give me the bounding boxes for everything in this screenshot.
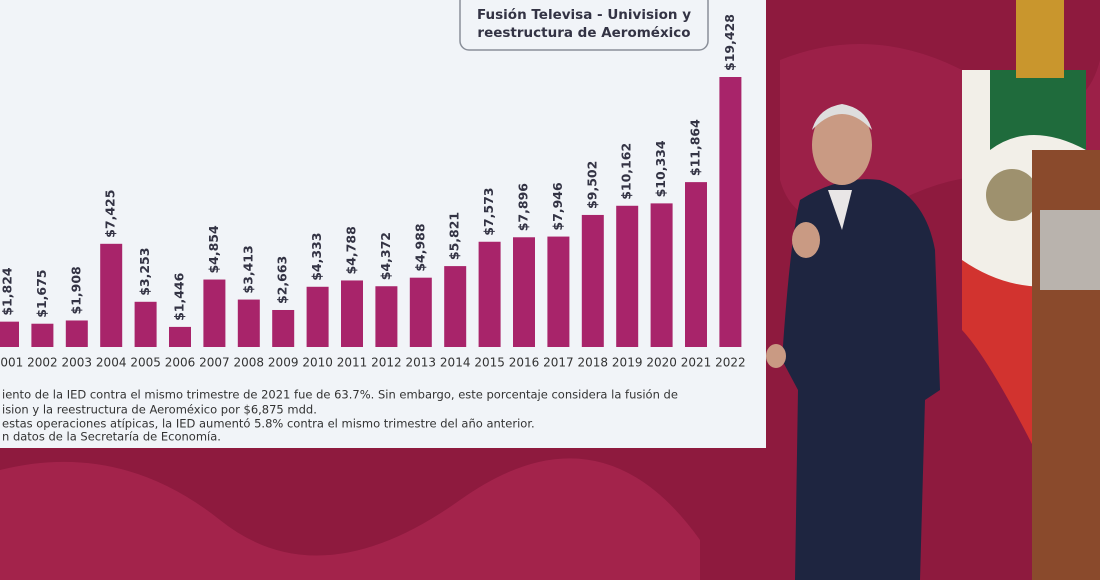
bar [169, 326, 191, 347]
value-label: $3,413 [240, 245, 255, 293]
value-label: $19,428 [722, 14, 737, 71]
value-label: $10,334 [653, 140, 668, 197]
note: ision y la reestructura de Aeroméxico po… [2, 403, 317, 417]
x-tick-label: 2003 [62, 356, 93, 370]
x-tick-label: 2010 [302, 356, 333, 370]
bar [616, 205, 639, 347]
x-tick-label: 2018 [578, 356, 609, 370]
x-tick-label: 2013 [406, 356, 437, 370]
value-label: $4,854 [206, 225, 221, 274]
bar [306, 286, 329, 347]
value-label: $4,988 [412, 223, 427, 271]
x-tick-label: 2002 [27, 356, 58, 370]
bar [203, 279, 226, 347]
value-label: $2,663 [275, 256, 290, 304]
value-label: $4,372 [378, 232, 393, 280]
value-label: $1,446 [172, 272, 187, 321]
value-label: $4,788 [344, 226, 359, 274]
x-tick-label: 2015 [474, 356, 505, 370]
x-tick-label: 2012 [371, 356, 402, 370]
annotation-box [459, 0, 709, 51]
x-tick-label: 2006 [165, 356, 196, 370]
person-shirt [828, 190, 852, 230]
value-label: $7,946 [550, 182, 565, 231]
bar [134, 301, 157, 347]
value-label: $11,864 [688, 119, 703, 176]
bar [0, 321, 19, 347]
bar [237, 299, 260, 347]
value-label: $1,908 [68, 266, 83, 314]
person-hand [792, 222, 820, 258]
value-label: $3,253 [137, 248, 152, 296]
value-label: $7,425 [103, 190, 118, 238]
note: estas operaciones atípicas, la IED aumen… [2, 417, 535, 431]
x-tick-label: 2007 [199, 356, 230, 370]
bar [272, 309, 295, 347]
bar [685, 182, 707, 347]
bar [547, 236, 570, 347]
x-tick-label: 2011 [337, 356, 368, 370]
flag-emblem [986, 169, 1038, 221]
x-tick-label: 2001 [0, 356, 23, 370]
bar [478, 241, 501, 347]
x-tick-label: 2005 [130, 356, 161, 370]
x-tick-label: 2009 [268, 356, 299, 370]
flag-green [990, 70, 1086, 150]
annotation: Fusión Televisa - Univision y [477, 7, 691, 23]
x-tick-label: 2014 [440, 356, 471, 370]
bar [100, 243, 123, 347]
x-tick-label: 2004 [96, 356, 127, 370]
bar [375, 286, 398, 347]
value-label: $1,824 [0, 267, 15, 316]
note: n datos de la Secretaría de Economía. [2, 430, 221, 444]
note: iento de la IED contra el mismo trimestr… [2, 388, 678, 402]
value-label: $4,333 [309, 233, 324, 281]
bar [650, 203, 673, 347]
bar [444, 266, 467, 347]
value-label: $9,502 [584, 161, 599, 209]
x-tick-label: 2020 [646, 356, 677, 370]
person-hair [812, 104, 872, 130]
person-head [812, 105, 872, 185]
bar [581, 214, 604, 347]
bar [65, 320, 88, 347]
value-label: $7,573 [481, 188, 496, 236]
value-label: $1,675 [34, 269, 49, 317]
screen [0, 0, 766, 448]
x-tick-label: 2008 [234, 356, 265, 370]
bar [513, 237, 535, 347]
bar [31, 323, 54, 347]
value-label: $10,162 [619, 143, 634, 200]
flag-fringe [1016, 0, 1064, 78]
value-label: $7,896 [516, 183, 531, 232]
annotation: reestructura de Aeroméxico [477, 25, 690, 41]
x-tick-label: 2017 [543, 356, 574, 370]
chart: 2001 $1,824 2002 $1,675 2003 $1,908 2004 $7,425… [0, 14, 746, 370]
x-tick-label: 2022 [715, 356, 746, 370]
wall-pattern [0, 458, 700, 580]
bar [341, 280, 363, 347]
podium-panel [1040, 210, 1100, 290]
person-hand [766, 344, 786, 368]
bar [719, 77, 742, 347]
bar [409, 277, 432, 347]
person-suit [782, 179, 940, 580]
value-label: $5,821 [447, 212, 462, 260]
x-tick-label: 2016 [509, 356, 540, 370]
x-tick-label: 2019 [612, 356, 643, 370]
x-tick-label: 2021 [681, 356, 712, 370]
